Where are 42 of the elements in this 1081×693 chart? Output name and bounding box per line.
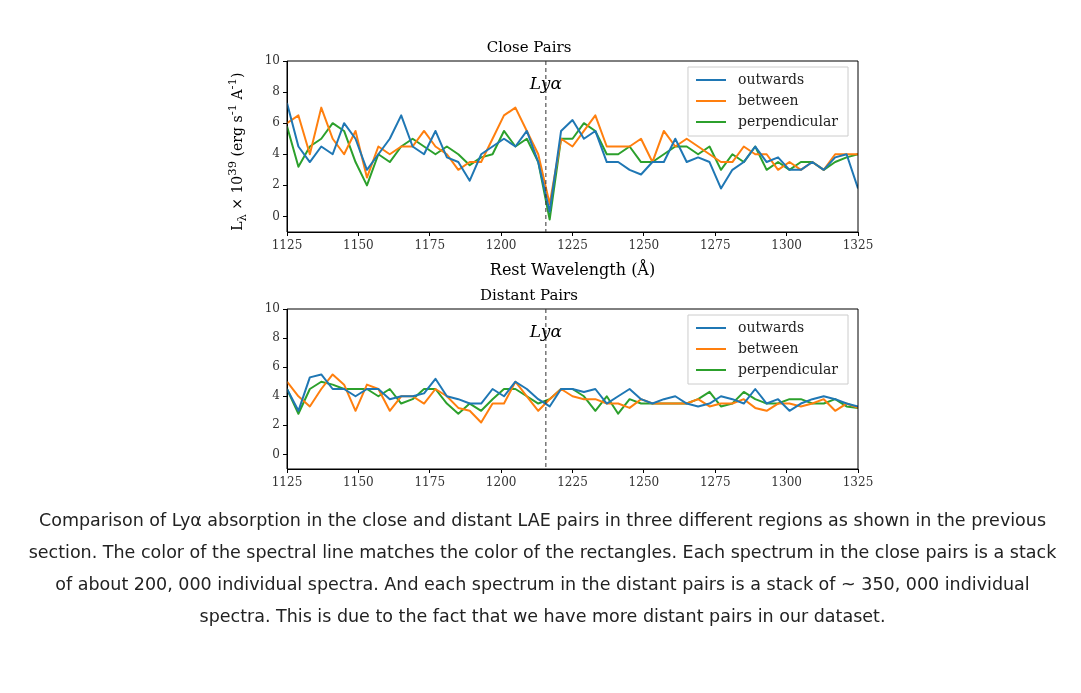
ref-line-label: Lyα (528, 73, 563, 94)
y-tick-label: 8 (272, 84, 280, 99)
y-tick-label: 2 (272, 417, 280, 432)
y-tick-label: 6 (272, 359, 280, 374)
y-tick-label: 4 (272, 146, 281, 161)
legend-label: between (737, 91, 799, 108)
y-tick-label: 2 (272, 177, 280, 192)
x-axis-title: Rest Wavelength (Å) (489, 258, 656, 279)
x-tick-label: 1325 (842, 238, 874, 253)
x-tick-label: 1150 (343, 238, 374, 253)
x-tick-label: 1225 (557, 238, 588, 253)
legend-label: between (737, 339, 799, 356)
y-tick-label: 8 (272, 330, 280, 345)
x-tick-label: 1250 (628, 475, 660, 490)
x-tick-label: 1275 (699, 475, 731, 490)
chart-title: Distant Pairs (480, 285, 578, 304)
x-tick-label: 1125 (271, 475, 303, 490)
x-tick-label: 1200 (485, 238, 517, 253)
y-tick-label: 10 (264, 53, 280, 68)
x-tick-label: 1250 (628, 238, 660, 253)
y-tick-label: 10 (264, 301, 280, 316)
x-tick-label: 1300 (771, 238, 802, 253)
ref-line-label: Lyα (528, 321, 563, 342)
y-tick-label: 0 (272, 208, 280, 223)
x-tick-label: 1150 (343, 475, 374, 490)
legend-label: outwards (737, 70, 805, 87)
x-tick-label: 1275 (699, 238, 731, 253)
x-tick-label: 1300 (771, 475, 802, 490)
x-tick-label: 1225 (557, 475, 588, 490)
legend-label: perpendicular (737, 112, 839, 129)
x-tick-label: 1175 (414, 238, 446, 253)
y-tick-label: 6 (272, 115, 280, 130)
x-tick-label: 1175 (414, 475, 446, 490)
x-tick-label: 1200 (485, 475, 517, 490)
x-tick-label: 1125 (271, 238, 303, 253)
y-tick-label: 4 (272, 388, 281, 403)
legend-label: outwards (737, 318, 805, 335)
chart-title: Close Pairs (486, 37, 572, 56)
text: Comparison of Lyα absorption in the close and distant LAE pairs in three different regions as shown in the previous section. The color of the spectral line matches the color of the rectangles. Each spectrum in the close pairs is a stack of about 200, 000 individual spectra. And each spectrum in the distant pairs is a stack of ~ 350, 000 individual spectra. This is due to the fact that we have more distant pairs in our dataset. (27, 509, 1058, 628)
y-tick-label: 0 (272, 446, 280, 461)
legend-label: perpendicular (737, 360, 839, 377)
x-tick-label: 1325 (842, 475, 874, 490)
